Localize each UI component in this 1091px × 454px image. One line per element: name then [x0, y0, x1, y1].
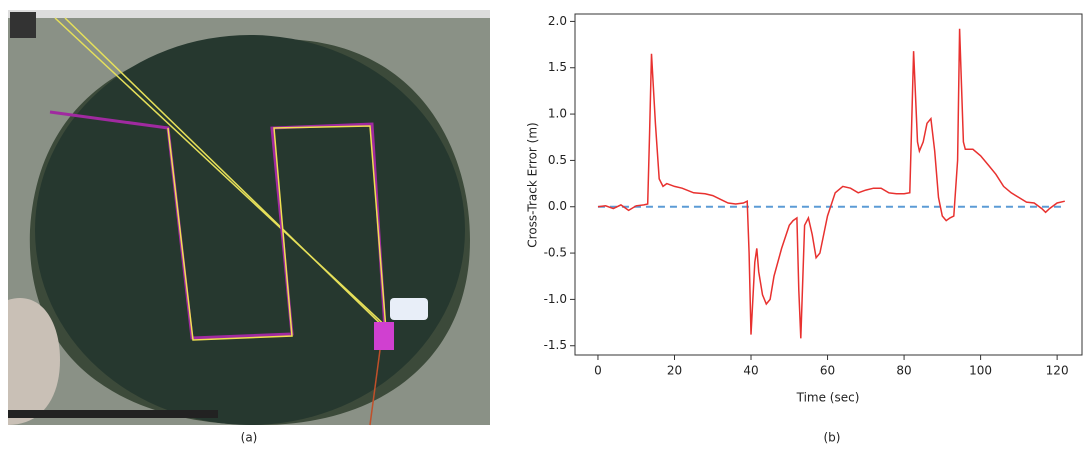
- map-icon: [10, 12, 36, 38]
- y-tick-label: -0.5: [544, 246, 567, 260]
- y-axis-label: Cross-Track Error (m): [526, 122, 540, 247]
- building: [8, 298, 60, 425]
- x-axis-label: Time (sec): [796, 391, 860, 405]
- pond: [35, 35, 465, 425]
- y-tick-label: 2.0: [548, 14, 567, 28]
- x-tick-label: 0: [594, 364, 602, 378]
- map-toolbar: [8, 10, 490, 18]
- x-tick-label: 60: [820, 364, 835, 378]
- trail: [369, 349, 381, 426]
- y-tick-label: 1.5: [548, 60, 567, 74]
- data-line: [597, 28, 1065, 339]
- caption: (b): [824, 431, 841, 445]
- x-tick-label: 80: [896, 364, 911, 378]
- x-tick-label: 100: [969, 364, 992, 378]
- x-tick-label: 20: [667, 364, 682, 378]
- y-tick-label: -1.0: [544, 292, 567, 306]
- x-tick-label: 40: [743, 364, 758, 378]
- y-tick-label: -1.5: [544, 338, 567, 352]
- vehicle-tag: [390, 298, 428, 320]
- caption: (a): [241, 431, 258, 445]
- satellite-map: [8, 10, 490, 426]
- driven-path: [167, 125, 387, 341]
- status-bar: [8, 410, 218, 418]
- x-tick-label: 120: [1046, 364, 1069, 378]
- plot-frame: [574, 13, 1083, 356]
- y-tick-label: 0.5: [548, 153, 567, 167]
- track-line: [64, 17, 393, 336]
- y-tick-label: 0.0: [548, 199, 567, 213]
- vehicle: [374, 322, 394, 350]
- y-tick-label: 1.0: [548, 107, 567, 121]
